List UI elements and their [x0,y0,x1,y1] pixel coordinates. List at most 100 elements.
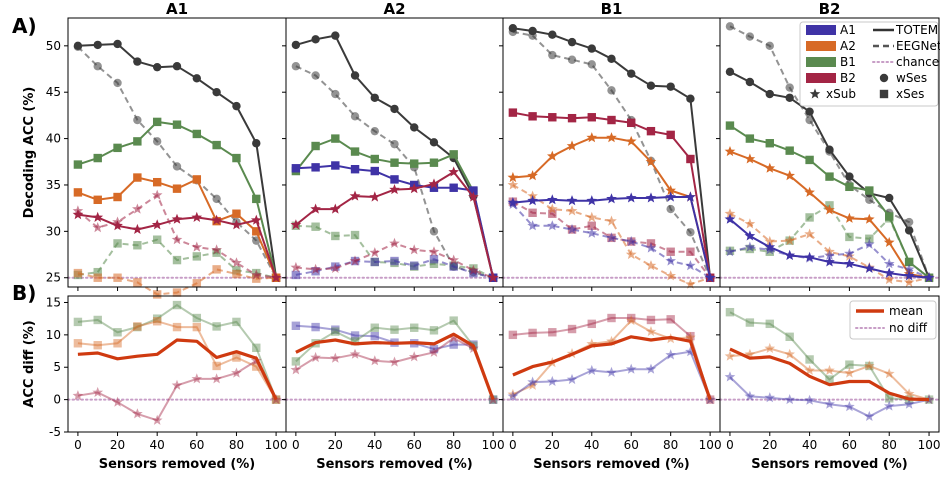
data-point [192,129,202,139]
data-point [865,361,874,371]
data-point [606,215,617,226]
panel-title: A2 [383,0,405,18]
data-point [646,81,656,90]
data-point [586,195,598,206]
series-line-mean-mean [512,335,712,401]
data-point [252,194,261,204]
data-point [508,330,518,340]
data-point [744,230,756,241]
data-point [724,371,736,382]
data-point [764,392,776,403]
legend-xsub-marker [809,88,821,99]
data-point [449,183,458,192]
data-point [825,375,834,384]
data-point [291,62,301,71]
data-point [73,42,83,51]
data-point [625,192,637,203]
data-point [93,315,102,325]
data-point [252,362,261,371]
series-line-gray-totem [77,43,278,278]
data-point [825,172,834,181]
data-point [844,212,855,223]
data-point [586,364,598,375]
data-point [804,186,815,197]
data-point [152,314,162,323]
data-point [311,222,320,231]
data-point [113,39,122,49]
data-point [310,203,321,214]
data-point [745,318,755,327]
x-tick-label: 0 [726,438,734,452]
series-line-B2-xses [512,317,712,400]
x-tick-label: 80 [882,438,897,452]
data-point [645,242,657,253]
data-point [410,261,419,270]
x-tick-label: 40 [150,438,165,452]
data-point [331,89,340,99]
data-point [547,375,558,386]
data-point [587,44,596,53]
data-point [744,348,756,359]
data-point [390,256,399,266]
data-point [685,331,696,342]
x-tick-label: 100 [699,438,722,452]
x-tick-label: 40 [584,438,599,452]
x-tick-label: 40 [367,438,382,452]
data-point [765,319,774,329]
data-point [192,252,202,261]
data-point [784,394,795,405]
data-point [133,115,142,125]
data-point [904,217,914,227]
data-point [744,218,756,229]
data-point [350,112,360,121]
data-point [844,401,855,412]
data-point [606,232,617,243]
data-point [864,238,875,249]
panel-r0-c2: B1 [499,0,721,291]
data-point [291,357,301,366]
data-point [547,203,558,214]
data-point [133,241,142,250]
data-point [804,394,815,405]
data-point [408,183,420,194]
data-point [904,257,914,267]
x-tick-label: 80 [446,438,461,452]
data-point [844,367,855,378]
panel-r0-c1: A2 [282,0,504,291]
series-line-A2-totem [512,136,712,278]
axes-frame [719,17,940,288]
data-point [73,339,83,348]
data-point [192,322,202,332]
data-point [666,130,675,140]
data-point [548,209,557,218]
data-point [903,263,915,274]
data-point [151,189,163,200]
data-point [331,231,340,241]
data-point [528,112,537,121]
x-tick-label: 0 [292,438,300,452]
data-point [232,317,241,327]
data-point [566,195,578,206]
data-point [172,120,182,129]
data-point [212,248,221,257]
data-point [469,268,478,278]
data-point [191,241,203,252]
data-point [192,279,202,288]
data-point [764,162,776,173]
data-point [645,192,657,203]
legend-label-mean: mean [889,304,923,318]
data-point [429,344,439,354]
data-point [883,400,895,411]
data-point [370,154,379,164]
data-point [824,364,835,375]
data-point [171,379,183,390]
y-tick-label: 10 [46,328,61,342]
series-line-B1-xses [729,311,929,401]
data-point [725,121,735,130]
data-point [448,166,459,177]
data-point [547,220,558,231]
data-point [784,249,795,260]
data-point [350,71,360,80]
data-point [369,247,381,258]
